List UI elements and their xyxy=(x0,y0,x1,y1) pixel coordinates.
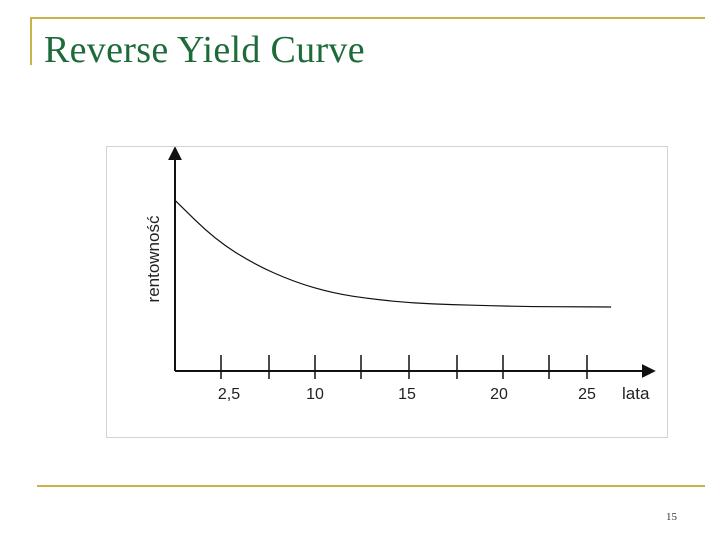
x-tick-label: 10 xyxy=(306,386,324,403)
x-tick-label: 2,5 xyxy=(218,386,240,403)
x-tick-label: 15 xyxy=(398,386,416,403)
top-rule xyxy=(30,17,705,19)
y-axis-label: rentowność xyxy=(144,215,163,302)
chart-frame: rentowność lata 2,5 10 15 20 25 xyxy=(106,146,668,438)
x-tick-label: 20 xyxy=(490,386,508,403)
left-rule xyxy=(30,17,32,65)
yield-curve-line xyxy=(174,199,612,308)
slide-title: Reverse Yield Curve xyxy=(44,29,365,71)
yield-curve-chart: rentowność lata 2,5 10 15 20 25 xyxy=(144,147,656,403)
chart-marks: 2,5 10 15 20 25 xyxy=(174,199,612,403)
x-tick-label: 25 xyxy=(578,386,596,403)
page-number: 15 xyxy=(666,511,677,523)
x-axis-label: lata xyxy=(622,384,650,403)
bottom-rule xyxy=(37,485,705,487)
